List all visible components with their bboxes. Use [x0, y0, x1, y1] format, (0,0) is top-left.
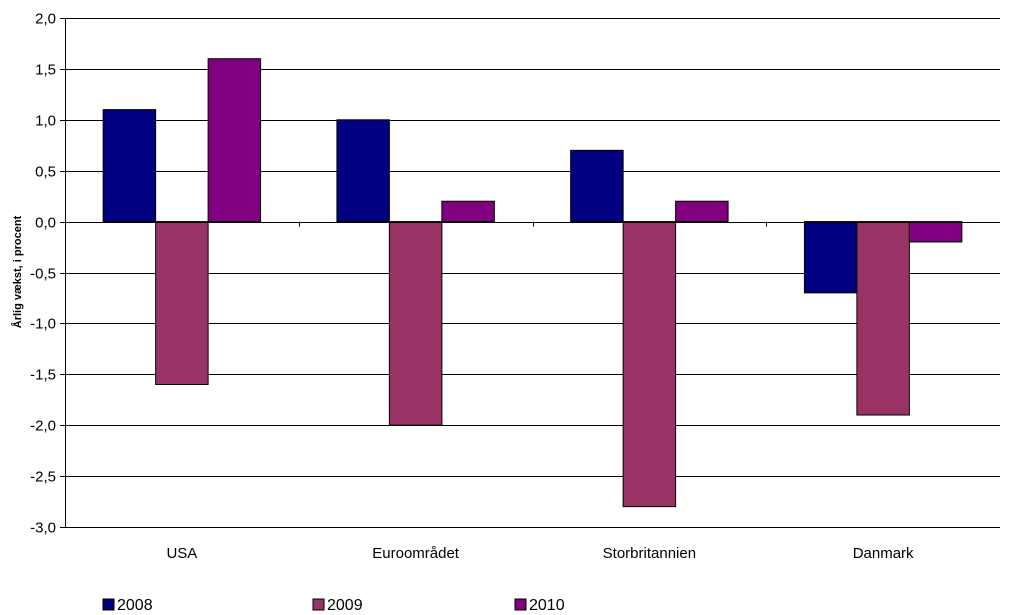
bars: [102, 58, 963, 508]
x-category-label: Euroområdet: [372, 545, 460, 562]
y-tick-label: 0,5: [35, 164, 56, 181]
bar-2009: [856, 221, 910, 416]
bar-2008: [803, 221, 858, 294]
legend-swatch-2010: [514, 598, 527, 611]
x-category-label: USA: [166, 545, 197, 562]
y-tick-label: -0,5: [30, 266, 56, 283]
y-tick-label: 0,0: [35, 215, 56, 232]
bar-2010: [441, 200, 495, 223]
legend-swatch-2008: [102, 598, 115, 611]
y-tick-label: -3,0: [30, 520, 56, 537]
legend-label: 2010: [529, 597, 565, 614]
legend: 2008 2009 2010: [102, 597, 565, 614]
bar-2008: [102, 109, 157, 223]
y-tick-labels: 2,0 1,5 1,0 0,5 0,0 -0,5 -1,0 -1,5 -2,0 -2,5 -3,0: [30, 11, 56, 537]
bar-2008: [570, 149, 624, 223]
bar-2009: [155, 221, 209, 385]
y-tick-label: 1,0: [35, 113, 56, 130]
y-tick-label: -2,0: [30, 418, 56, 435]
y-tick-label: -1,0: [30, 316, 56, 333]
axes: [60, 18, 1000, 528]
y-axis-label: Årlig vækst, i procent: [11, 215, 24, 328]
bar-2009: [622, 221, 677, 508]
bar-2008: [336, 119, 390, 223]
category-labels: USA Euroområdet Storbritannien Danmark: [166, 545, 914, 562]
x-category-label: Storbritannien: [603, 545, 696, 562]
y-tick-label: -1,5: [30, 367, 56, 384]
bar-2009: [388, 221, 443, 426]
legend-swatch-2009: [312, 598, 325, 611]
y-tick-label: -2,5: [30, 469, 56, 486]
y-tick-label: 1,5: [35, 62, 56, 79]
y-tick-label: 2,0: [35, 11, 56, 28]
bar-2010: [675, 200, 729, 223]
x-category-label: Danmark: [853, 545, 914, 562]
legend-label: 2009: [327, 597, 363, 614]
bar-2010: [908, 221, 963, 243]
bar-2010: [207, 58, 262, 223]
legend-label: 2008: [117, 597, 153, 614]
